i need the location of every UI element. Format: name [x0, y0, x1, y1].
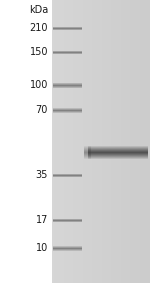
- Text: 70: 70: [36, 105, 48, 115]
- Text: 17: 17: [36, 215, 48, 225]
- Text: 10: 10: [36, 243, 48, 253]
- Text: 100: 100: [30, 80, 48, 90]
- Text: 150: 150: [30, 47, 48, 57]
- Text: 35: 35: [36, 170, 48, 180]
- Text: 210: 210: [30, 23, 48, 33]
- Text: kDa: kDa: [29, 5, 48, 15]
